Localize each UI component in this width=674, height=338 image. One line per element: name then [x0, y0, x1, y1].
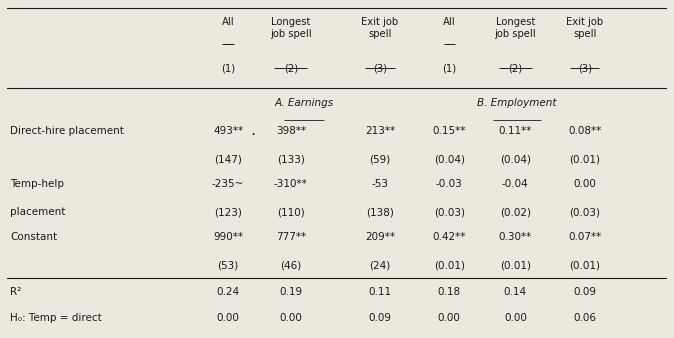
Text: (0.01): (0.01): [500, 260, 531, 270]
Text: Direct-hire placement: Direct-hire placement: [10, 126, 124, 136]
Text: 0.07**: 0.07**: [568, 232, 601, 242]
Text: (3): (3): [373, 63, 387, 73]
Text: 0.00: 0.00: [504, 313, 527, 323]
Text: Exit job
spell: Exit job spell: [566, 17, 603, 39]
Text: Constant: Constant: [10, 232, 57, 242]
Text: (0.03): (0.03): [570, 207, 600, 217]
Text: (0.04): (0.04): [500, 154, 531, 164]
Text: (133): (133): [277, 154, 305, 164]
Text: -53: -53: [371, 179, 388, 189]
Text: 0.08**: 0.08**: [568, 126, 601, 136]
Text: (46): (46): [280, 260, 301, 270]
Text: 0.09: 0.09: [573, 287, 596, 296]
Text: (0.04): (0.04): [434, 154, 465, 164]
Text: (3): (3): [578, 63, 592, 73]
Text: (1): (1): [221, 63, 235, 73]
Text: 990**: 990**: [213, 232, 243, 242]
Text: (1): (1): [442, 63, 456, 73]
Text: 0.00: 0.00: [279, 313, 302, 323]
Text: (2): (2): [284, 63, 298, 73]
Text: All: All: [222, 17, 235, 27]
Text: (24): (24): [369, 260, 390, 270]
Text: 0.15**: 0.15**: [433, 126, 466, 136]
Text: (147): (147): [214, 154, 242, 164]
Text: 398**: 398**: [276, 126, 306, 136]
Text: placement: placement: [10, 207, 65, 217]
Text: (110): (110): [277, 207, 305, 217]
Text: Temp-help: Temp-help: [10, 179, 64, 189]
Text: -0.04: -0.04: [502, 179, 528, 189]
Text: (2): (2): [508, 63, 522, 73]
Text: (53): (53): [218, 260, 239, 270]
Text: 0.11: 0.11: [369, 287, 392, 296]
Text: 0.30**: 0.30**: [499, 232, 532, 242]
Text: Exit job
spell: Exit job spell: [361, 17, 398, 39]
Text: (138): (138): [366, 207, 394, 217]
Text: Longest
job spell: Longest job spell: [495, 17, 536, 39]
Text: 0.11**: 0.11**: [499, 126, 532, 136]
Text: A. Earnings: A. Earnings: [274, 98, 334, 108]
Text: 0.42**: 0.42**: [433, 232, 466, 242]
Text: ·: ·: [250, 128, 255, 143]
Text: 0.19: 0.19: [279, 287, 303, 296]
Text: B. Employment: B. Employment: [477, 98, 557, 108]
Text: 0.14: 0.14: [503, 287, 527, 296]
Text: R²: R²: [10, 287, 22, 296]
Text: (59): (59): [369, 154, 390, 164]
Text: -235~: -235~: [212, 179, 244, 189]
Text: All: All: [443, 17, 456, 27]
Text: 0.24: 0.24: [216, 287, 239, 296]
Text: (0.01): (0.01): [570, 154, 600, 164]
Text: 0.06: 0.06: [573, 313, 596, 323]
Text: (0.01): (0.01): [570, 260, 600, 270]
Text: (0.03): (0.03): [434, 207, 465, 217]
Text: H₀: Temp = direct: H₀: Temp = direct: [10, 313, 102, 323]
Text: 493**: 493**: [213, 126, 243, 136]
Text: (0.02): (0.02): [500, 207, 531, 217]
Text: 209**: 209**: [365, 232, 395, 242]
Text: 0.09: 0.09: [369, 313, 392, 323]
Text: (0.01): (0.01): [434, 260, 465, 270]
Text: -0.03: -0.03: [436, 179, 462, 189]
Text: 777**: 777**: [276, 232, 306, 242]
Text: 0.00: 0.00: [438, 313, 461, 323]
Text: -310**: -310**: [274, 179, 307, 189]
Text: (123): (123): [214, 207, 242, 217]
Text: 0.18: 0.18: [437, 287, 461, 296]
Text: Longest
job spell: Longest job spell: [270, 17, 311, 39]
Text: 0.00: 0.00: [574, 179, 596, 189]
Text: 0.00: 0.00: [216, 313, 239, 323]
Text: 213**: 213**: [365, 126, 395, 136]
